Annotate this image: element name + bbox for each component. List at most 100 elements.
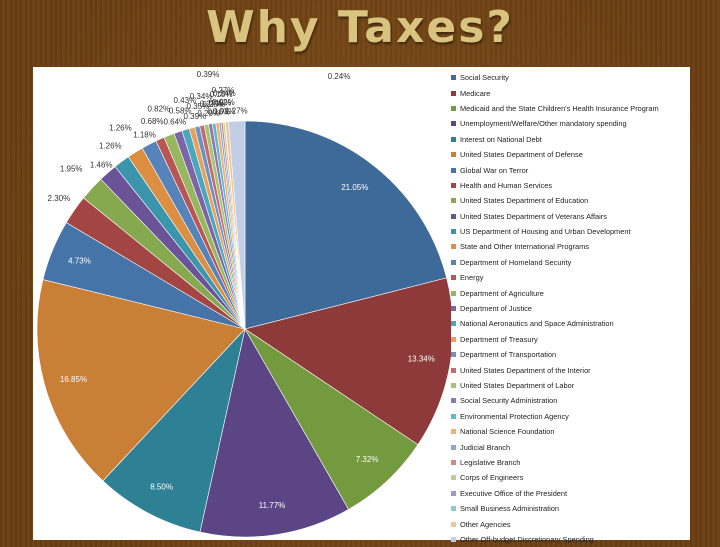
legend-swatch: [451, 536, 456, 542]
legend-swatch: [451, 475, 456, 481]
slice-label-legislative-branch: 0.15%: [209, 99, 232, 108]
legend-item-social-security: Social Security: [451, 70, 687, 85]
slice-label-department-of-treasury: 0.43%: [173, 96, 196, 105]
legend-swatch: [451, 459, 456, 465]
legend-label: Global War on Terror: [460, 165, 529, 175]
legend-item-corps-of-engineers: Corps of Engineers: [451, 470, 687, 485]
legend-swatch: [451, 244, 456, 250]
pie-slice-interest-on-national-debt: [102, 327, 246, 533]
legend-label: Department of Justice: [460, 304, 532, 314]
slice-label-other-off-budget-discretionary-spending: 1.27%: [225, 106, 248, 115]
legend-item-united-states-department-of-education: United States Department of Education: [451, 193, 687, 208]
legend-swatch: [451, 167, 456, 173]
slice-label-other-agencies: 0.24%: [213, 89, 236, 98]
slice-label-national-aeronautics-and-space-administration: 0.58%: [169, 107, 192, 116]
legend-item-united-states-department-of-defense: United States Department of Defense: [451, 147, 687, 162]
legend-item-national-science-foundation: National Science Foundation: [451, 424, 687, 439]
slice-label-medicare: 13.34%: [408, 355, 435, 364]
slice-label-social-security-administration: 0.29%: [197, 109, 220, 118]
legend-label: Other Agencies: [460, 519, 511, 529]
legend-item-other-off-budget-discretionary-spending: Other Off-budget Discretionary Spending: [451, 532, 687, 547]
legend-label: United States Department of Labor: [460, 381, 575, 390]
extra-slice-label: 0.39%: [197, 70, 220, 79]
legend-label: National Aeronautics and Space Administr…: [460, 319, 614, 329]
legend-swatch: [451, 152, 456, 158]
legend-swatch: [451, 136, 456, 142]
pie-chart: 21.05% 13.34% 7.32% 11.77% 8.50% 16.85% 4.73% 2…: [36, 70, 451, 538]
legend-label: Social Security Administration: [460, 396, 558, 406]
legend-label: United States Department of Veterans Aff…: [460, 211, 607, 221]
legend-swatch: [451, 490, 456, 496]
legend-label: Department of Agriculture: [460, 288, 544, 298]
legend-label: Department of Homeland Security: [460, 257, 572, 267]
legend-item-global-war-on-terror: Global War on Terror: [451, 162, 687, 177]
legend-swatch: [451, 398, 456, 404]
legend-swatch: [451, 444, 456, 450]
slice-label-united-states-department-of-labor: 0.34%: [190, 92, 213, 101]
legend-item-energy: Energy: [451, 270, 687, 285]
slice-label-united-states-department-of-the-interior: 0.35%: [187, 102, 210, 111]
slice-label-social-security: 21.05%: [341, 183, 368, 192]
slice-label-small-business-administration: 0.02%: [212, 98, 235, 107]
legend-item-small-business-administration: Small Business Administration: [451, 501, 687, 516]
legend-swatch: [451, 290, 456, 296]
legend-item-unemployment-welfare-other-mandatory-spending: Unemployment/Welfare/Other mandatory spe…: [451, 116, 687, 131]
legend-label: Social Security: [460, 73, 509, 83]
legend-label: Other Off-budget Discretionary Spending: [460, 534, 594, 544]
slice-label-global-war-on-terror: 4.73%: [68, 256, 91, 265]
chart-legend: Social Security Medicare Medicaid and the …: [451, 70, 687, 547]
slice-label-corps-of-engineers: 0.15%: [210, 90, 233, 99]
slice-label-energy: 0.68%: [141, 117, 164, 126]
legend-item-legislative-branch: Legislative Branch: [451, 455, 687, 470]
legend-item-national-aeronautics-and-space-administration: National Aeronautics and Space Administr…: [451, 316, 687, 331]
legend-label: Department of Transportation: [460, 350, 557, 360]
legend-item-medicaid-and-the-state-children-s-health-insurance-program: Medicaid and the State Children's Health…: [451, 101, 687, 116]
legend-item-judicial-branch: Judicial Branch: [451, 439, 687, 454]
legend-swatch: [451, 336, 456, 342]
legend-label: Department of Treasury: [460, 334, 538, 344]
legend-label: Judicial Branch: [460, 442, 511, 452]
legend-swatch: [451, 182, 456, 188]
legend-swatch: [451, 259, 456, 265]
legend-label: Corps of Engineers: [460, 473, 524, 483]
slice-label-department-of-transportation: 0.39%: [183, 112, 206, 121]
legend-label: Medicare: [460, 88, 491, 98]
legend-item-united-states-department-of-labor: United States Department of Labor: [451, 378, 687, 393]
legend-swatch: [451, 229, 456, 235]
slice-label-department-of-agriculture: 0.82%: [147, 104, 170, 113]
legend-label: Interest on National Debt: [460, 134, 542, 144]
legend-swatch: [451, 213, 456, 219]
legend-swatch: [451, 275, 456, 281]
slice-label-unemployment-welfare-other-mandatory-spending: 11.77%: [259, 501, 286, 510]
legend-swatch: [451, 506, 456, 512]
slice-label-interest-on-national-debt: 8.50%: [150, 482, 173, 491]
slide-title: Why Taxes?: [206, 2, 514, 53]
legend-item-executive-office-of-the-president: Executive Office of the President: [451, 486, 687, 501]
pie-slice-medicare: [244, 277, 451, 446]
slice-label-environmental-protection-agency: 0.27%: [200, 100, 223, 109]
slice-label-national-science-foundation: 0.25%: [202, 100, 225, 109]
legend-swatch: [451, 306, 456, 312]
legend-swatch: [451, 521, 456, 527]
legend-label: US Department of Housing and Urban Devel…: [460, 227, 631, 237]
legend-label: Environmental Protection Agency: [460, 411, 569, 421]
pie-slice-other-off-budget-discretionary-spending: [228, 120, 246, 330]
legend-label: Small Business Administration: [460, 504, 559, 514]
legend-label: Energy: [460, 273, 484, 283]
slice-label-medicaid-and-the-state-children-s-health-insurance-program: 7.32%: [356, 455, 379, 464]
legend-label: State and Other International Programs: [460, 242, 589, 252]
legend-swatch: [451, 383, 456, 388]
legend-swatch: [451, 105, 456, 111]
legend-swatch: [451, 429, 456, 435]
legend-swatch: [451, 352, 456, 358]
slice-label-us-department-of-housing-and-urban-development: 1.26%: [99, 141, 122, 150]
legend-swatch: [451, 321, 456, 327]
legend-swatch: [451, 413, 456, 419]
legend-label: United States Department of Defense: [460, 150, 583, 160]
legend-item-social-security-administration: Social Security Administration: [451, 393, 687, 408]
legend-item-other-agencies: Other Agencies: [451, 516, 687, 531]
slice-label-united-states-department-of-education: 1.95%: [60, 164, 83, 173]
legend-item-department-of-justice: Department of Justice: [451, 301, 687, 316]
legend-item-department-of-homeland-security: Department of Homeland Security: [451, 255, 687, 270]
legend-swatch: [451, 198, 456, 204]
